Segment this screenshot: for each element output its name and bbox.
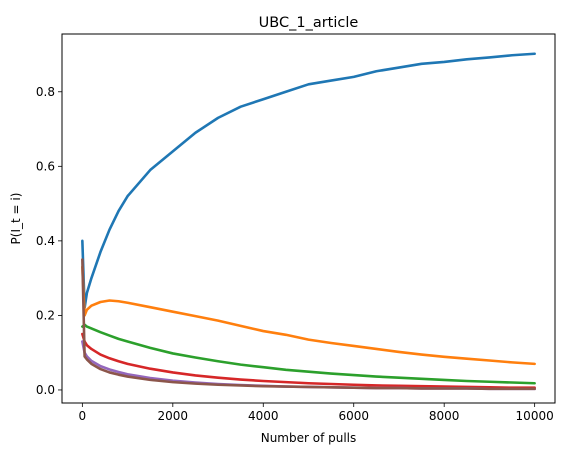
x-axis-label: Number of pulls (261, 431, 357, 445)
y-tick-label: 0.6 (36, 159, 55, 173)
x-tick-label: 10000 (516, 409, 554, 423)
x-tick-label: 0 (79, 409, 87, 423)
x-tick-label: 6000 (338, 409, 369, 423)
x-tick-label: 2000 (158, 409, 189, 423)
y-axis-label: P(I_t = i) (9, 193, 23, 245)
x-tick-label: 8000 (429, 409, 460, 423)
y-tick-label: 0.8 (36, 85, 55, 99)
y-tick-label: 0.2 (36, 308, 55, 322)
chart-title: UBC_1_article (259, 15, 359, 31)
x-tick-label: 4000 (248, 409, 279, 423)
y-tick-label: 0.0 (36, 383, 55, 397)
y-tick-label: 0.4 (36, 234, 55, 248)
